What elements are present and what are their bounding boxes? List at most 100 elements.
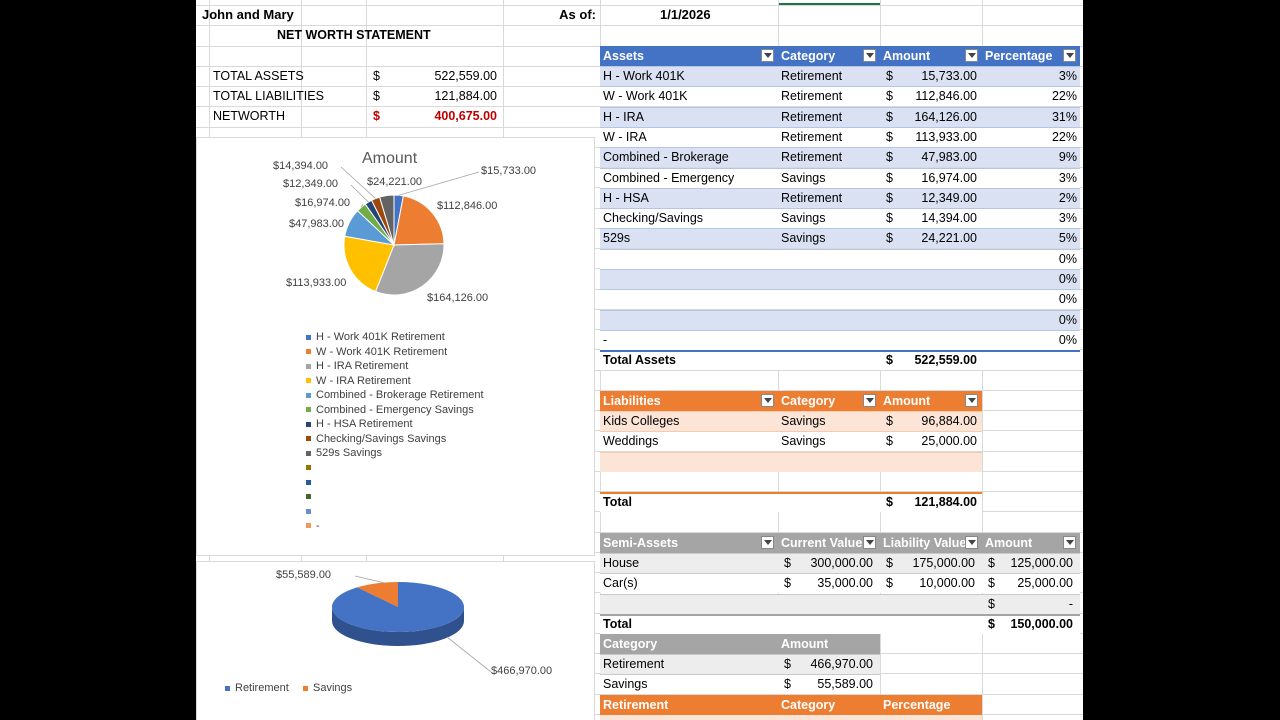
semi-asset-value[interactable] [880,594,975,614]
networth-value[interactable]: 400,675.00 [434,109,497,123]
liability-category[interactable]: Savings [781,414,826,428]
table-row[interactable] [600,329,1080,350]
asset-percentage[interactable]: 9% [1058,150,1077,165]
filter-dropdown-icon[interactable] [1063,49,1076,62]
asset-name[interactable]: Combined - Brokerage [603,150,729,165]
as-of-label[interactable]: As of: [559,7,596,22]
asset-percentage[interactable]: 3% [1058,170,1077,185]
pie-slice[interactable] [357,582,398,607]
column-header[interactable]: Percentage [883,698,951,712]
category-name[interactable]: Retirement [603,657,665,671]
semi-asset-value[interactable]: 35,000.00 [817,576,873,591]
table-row[interactable] [600,674,880,695]
table-row[interactable] [600,187,1080,208]
legend-item[interactable]: W - Work 401K Retirement [306,345,447,359]
column-header[interactable]: Category [781,49,836,63]
asset-percentage[interactable]: 2% [1058,190,1077,205]
legend-item[interactable]: Savings [303,681,352,695]
filter-dropdown-icon[interactable] [965,394,978,407]
asset-name[interactable]: H - HSA [603,190,649,205]
semi-assets-total-value[interactable]: 150,000.00 [1010,617,1073,631]
asset-percentage[interactable]: 0% [1058,272,1077,286]
filter-dropdown-icon[interactable] [965,536,978,549]
table-row[interactable] [600,126,1080,147]
pie-slice[interactable] [393,195,445,246]
column-header[interactable]: Current Value [781,536,863,550]
table-row[interactable] [600,553,1080,573]
table-row[interactable] [600,654,880,674]
asset-amount[interactable]: 47,983.00 [921,150,977,165]
asset-amount[interactable]: 15,733.00 [921,69,977,83]
asset-category[interactable]: Retirement [781,129,843,144]
table-row[interactable] [600,573,1080,594]
table-row[interactable] [600,411,982,431]
asset-percentage[interactable]: 3% [1058,211,1077,226]
table-row[interactable] [600,208,1080,229]
page-title[interactable]: NET WORTH STATEMENT [277,28,431,42]
filter-dropdown-icon[interactable] [761,536,774,549]
filter-dropdown-icon[interactable] [761,394,774,407]
column-header[interactable]: Semi-Assets [603,536,679,550]
semi-asset-name[interactable]: Car(s) [603,576,638,591]
legend-item[interactable]: Combined - Brokerage Retirement [306,388,484,402]
category-name[interactable]: Savings [603,677,648,692]
asset-name[interactable]: H - IRA [603,109,644,124]
total-assets-row-label[interactable]: Total Assets [603,353,676,368]
household-names[interactable]: John and Mary [202,7,294,22]
asset-category[interactable]: Savings [781,211,826,226]
legend-item[interactable] [306,475,316,489]
column-header[interactable]: Liability Value [883,536,967,550]
as-of-date[interactable]: 1/1/2026 [660,7,711,22]
asset-amount[interactable]: 12,349.00 [921,190,977,205]
column-header[interactable]: Retirement [603,698,669,712]
asset-name[interactable]: W - IRA [603,129,647,144]
asset-percentage[interactable]: 0% [1058,292,1077,307]
pie-slice[interactable] [379,194,395,246]
total-assets-value[interactable]: 522,559.00 [434,69,497,83]
asset-amount[interactable] [880,310,977,330]
table-row[interactable] [600,593,1080,614]
semi-asset-name[interactable]: House [603,556,640,570]
legend-item[interactable]: 529s Savings [306,446,382,460]
total-liabilities-value[interactable]: 121,884.00 [434,89,497,103]
category-amount[interactable]: 466,970.00 [810,657,873,671]
table-row[interactable] [600,66,1080,86]
asset-amount[interactable]: 113,933.00 [915,129,977,144]
column-header[interactable]: Amount [883,394,931,408]
table-row[interactable] [600,451,982,472]
liability-amount[interactable]: 25,000.00 [921,434,977,449]
liability-amount[interactable]: 96,884.00 [921,414,977,428]
column-header[interactable]: Amount [781,637,829,651]
asset-category[interactable]: Retirement [781,150,843,165]
table-row[interactable] [600,147,1080,168]
legend-item[interactable]: W - IRA Retirement [306,374,411,388]
asset-name[interactable]: H - Work 401K [603,69,685,83]
assets-pie-chart[interactable]: Amount $15,733.00 $112,846.00 $164,126.00 $… [196,137,595,556]
asset-name[interactable]: 529s [603,231,631,246]
asset-amount[interactable]: 14,394.00 [921,211,977,226]
liability-category[interactable]: Savings [781,434,826,449]
semi-asset-value[interactable]: 175,000.00 [912,556,975,570]
semi-asset-value[interactable]: 10,000.00 [919,576,975,591]
legend-item[interactable]: Combined - Emergency Savings [306,403,474,417]
asset-amount[interactable] [880,249,977,269]
liability-name[interactable]: Kids Colleges [603,414,680,428]
total-assets-label[interactable]: TOTAL ASSETS [213,69,304,83]
table-row[interactable] [600,248,1080,269]
asset-amount[interactable] [880,269,977,289]
column-header[interactable]: Percentage [985,49,1053,63]
asset-percentage[interactable]: 0% [1058,251,1077,266]
asset-category[interactable]: Retirement [781,190,843,205]
table-row[interactable] [600,228,1080,249]
column-header[interactable]: Liabilities [603,394,661,408]
filter-dropdown-icon[interactable] [761,49,774,62]
legend-item[interactable] [306,490,316,504]
asset-percentage[interactable]: 22% [1051,89,1077,104]
asset-percentage[interactable]: 0% [1058,332,1077,347]
asset-amount[interactable]: 164,126.00 [914,109,977,124]
asset-percentage[interactable]: 22% [1051,129,1077,144]
table-row[interactable] [600,715,982,720]
filter-dropdown-icon[interactable] [863,394,876,407]
column-header[interactable]: Amount [883,49,931,63]
semi-asset-value[interactable]: - [1068,596,1073,611]
